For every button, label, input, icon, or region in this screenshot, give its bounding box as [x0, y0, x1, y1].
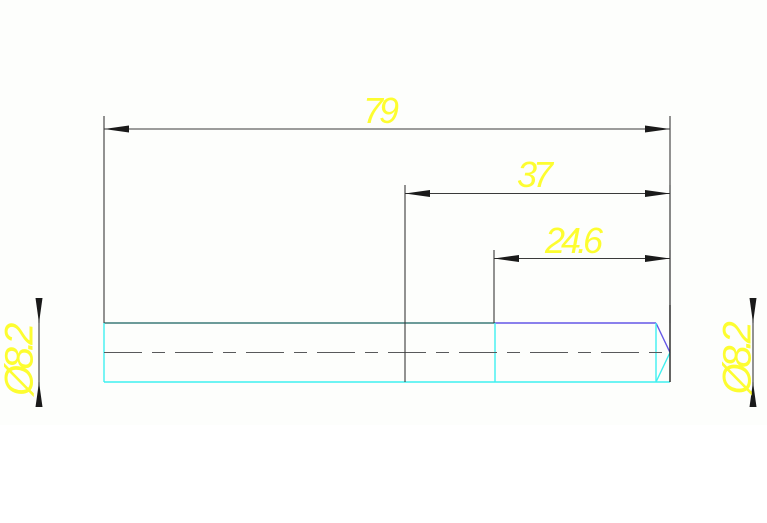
svg-text:Ø8.2: Ø8.2 [715, 321, 759, 396]
svg-text:79: 79 [363, 90, 399, 131]
svg-text:Ø8.2: Ø8.2 [0, 323, 42, 398]
svg-text:24.6: 24.6 [544, 220, 604, 261]
